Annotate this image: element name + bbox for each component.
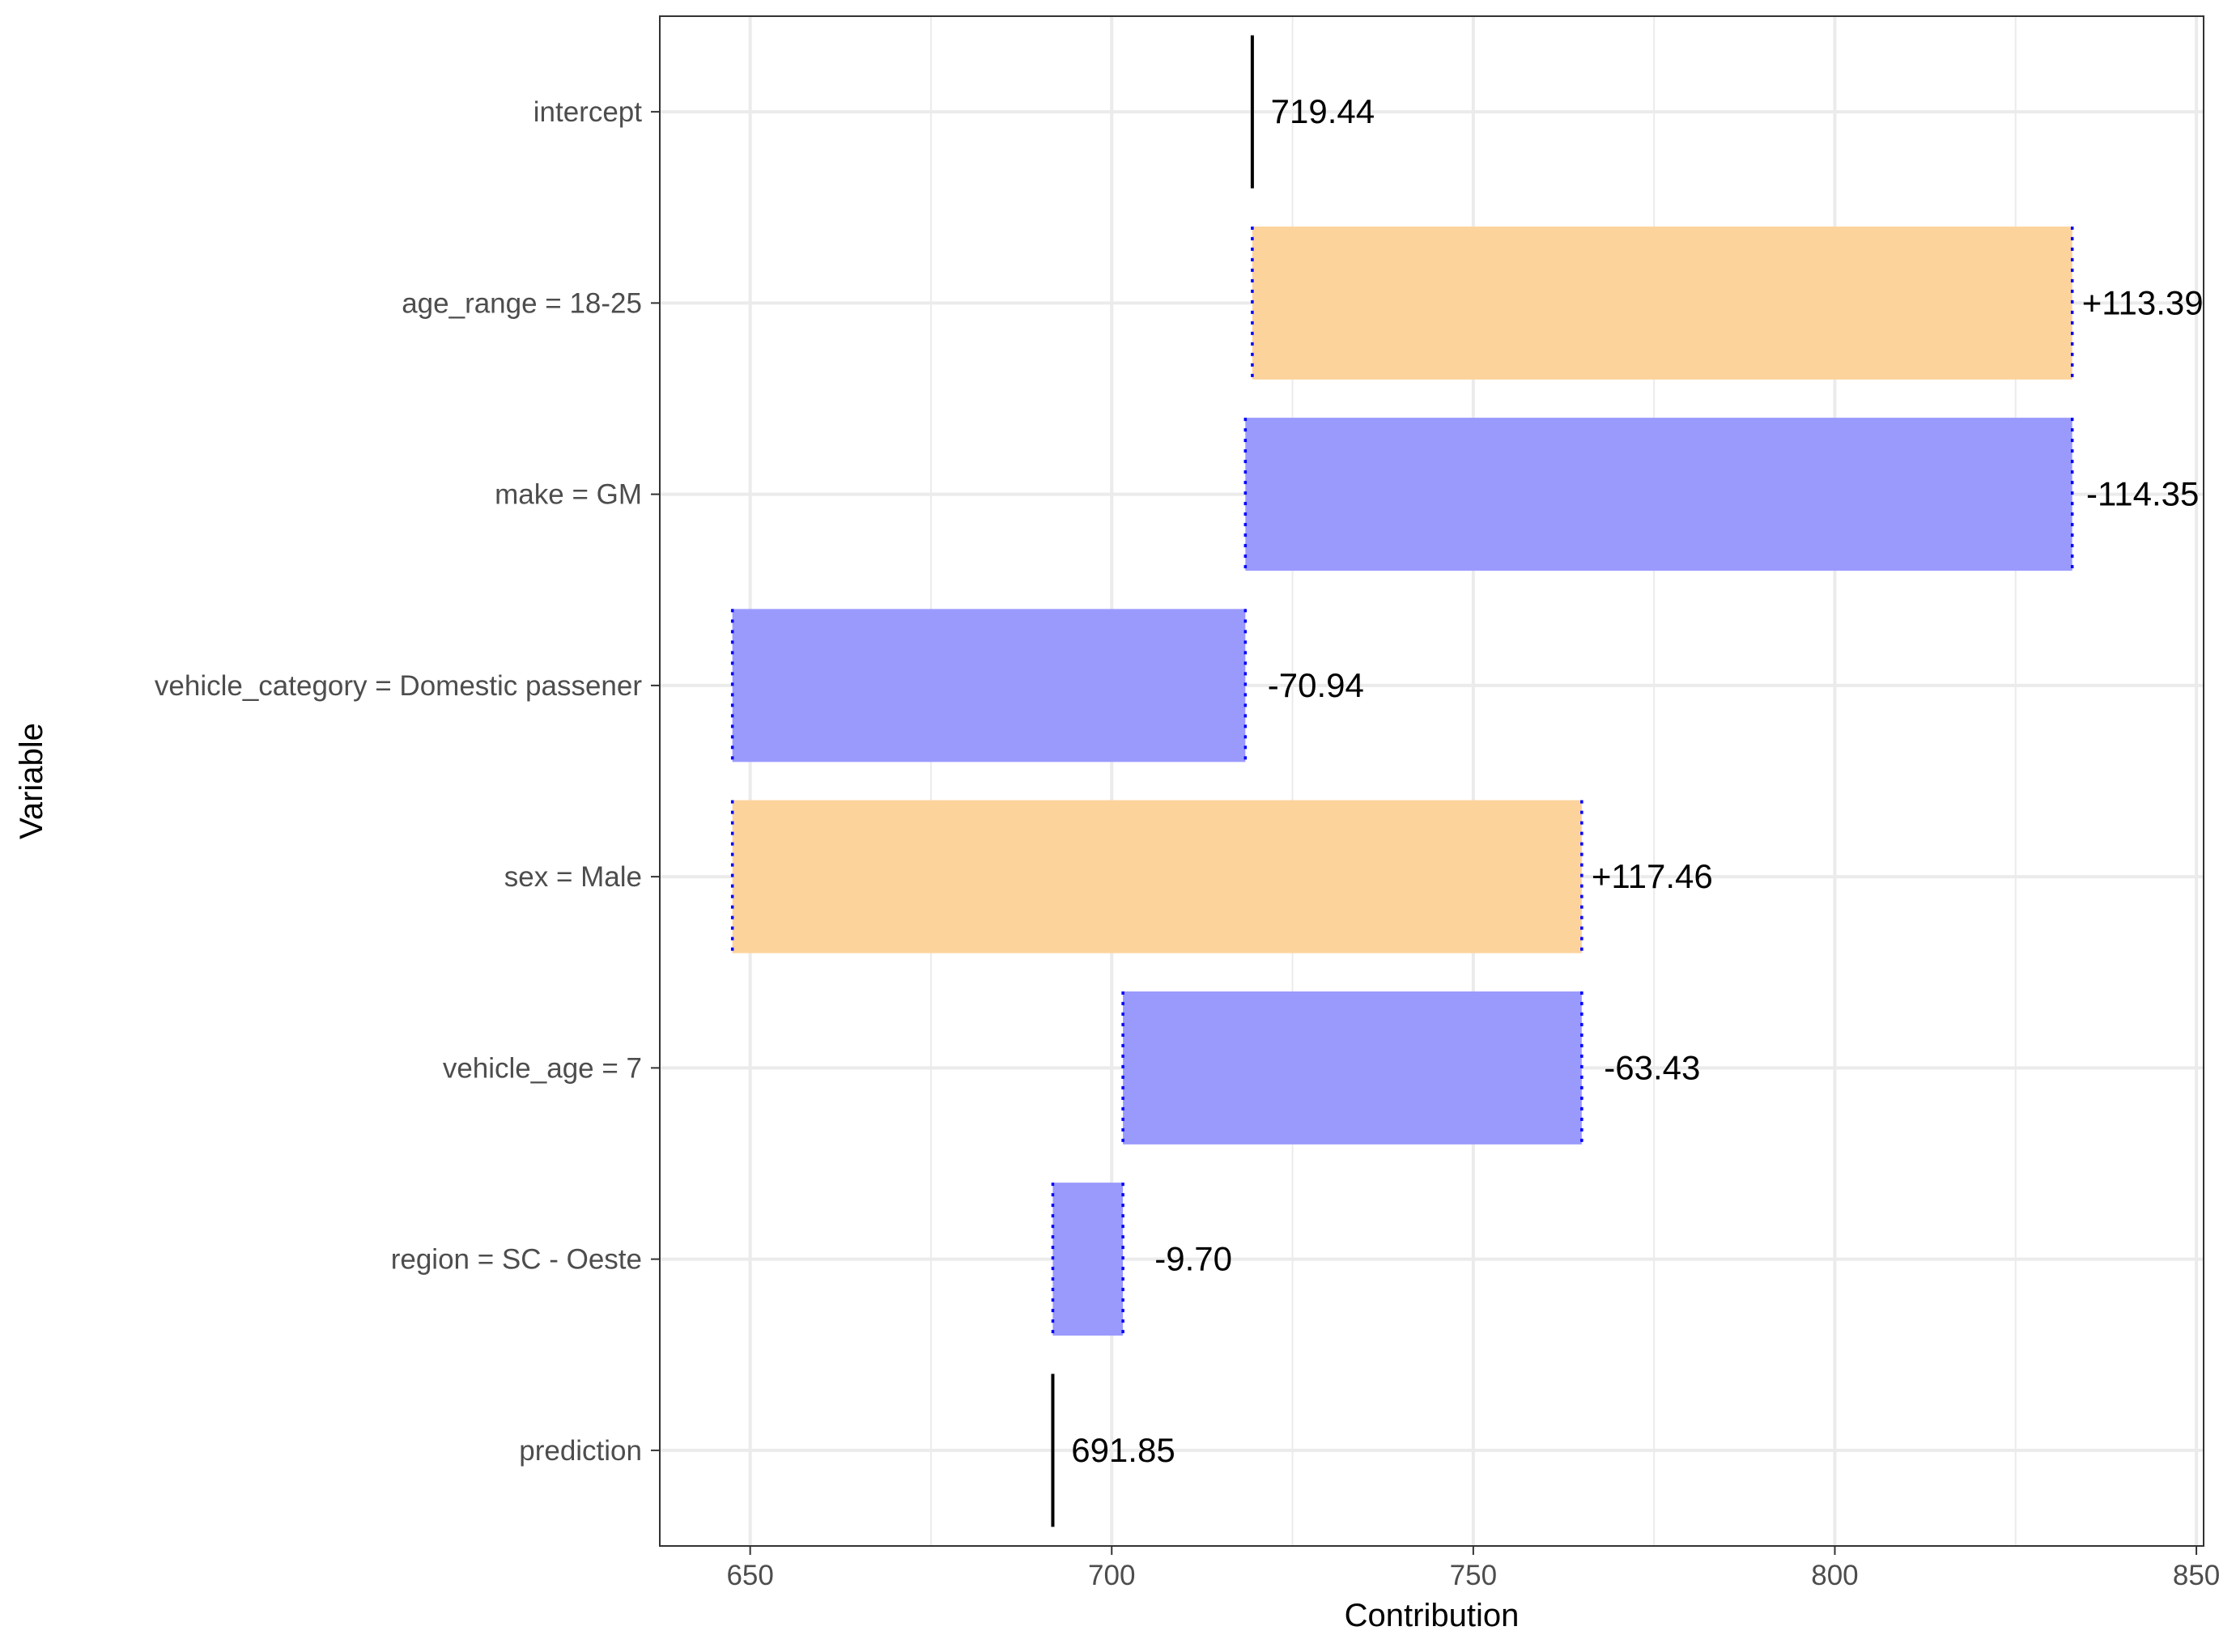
y-tick-label: intercept [533,96,643,128]
bar-4 [732,800,1582,953]
bar-value-label: 691.85 [1071,1431,1175,1469]
y-tick-label: vehicle_category = Domestic passener [155,670,642,702]
x-tick-label: 850 [2173,1560,2219,1591]
bar-value-label: -63.43 [1604,1048,1700,1086]
y-tick-label: make = GM [495,479,642,511]
bar-value-label: 719.44 [1271,92,1375,130]
x-tick-label: 650 [726,1560,773,1591]
bar-3 [732,609,1246,762]
y-axis: intercept age_range = 18-25 make = GM vehic… [155,96,660,1467]
y-axis-title: Variable [14,723,49,839]
y-tick-label: age_range = 18-25 [402,287,642,319]
x-tick-label: 800 [1811,1560,1858,1591]
bar-6 [1052,1183,1124,1336]
x-axis-title: Contribution [1345,1598,1520,1633]
bar-2 [1245,418,2072,571]
y-tick-label: vehicle_age = 7 [443,1052,642,1084]
bar-value-label: +117.46 [1592,857,1713,895]
panel-border [659,15,2204,1547]
x-axis: 650 700 750 800 850 [726,1546,2219,1591]
bar-value-label: +113.39 [2082,283,2204,321]
bar-1 [1252,226,2072,380]
bar-value-label: -114.35 [2086,475,2199,513]
x-tick-label: 700 [1088,1560,1135,1591]
y-tick-label: region = SC - Oeste [391,1244,642,1276]
bar-5 [1123,991,1582,1145]
connectors-layer [730,226,2074,1336]
y-tick-label: prediction [519,1435,642,1467]
bars-layer [732,35,2072,1527]
x-tick-label: 750 [1450,1560,1497,1591]
bar-value-label: -9.70 [1154,1240,1232,1278]
bar-labels-layer: 719.44 +113.39 -114.35 -70.94 +117.46 -63.43 -… [1071,92,2203,1469]
y-tick-label: sex = Male [504,861,642,893]
bar-value-label: -70.94 [1268,666,1364,704]
